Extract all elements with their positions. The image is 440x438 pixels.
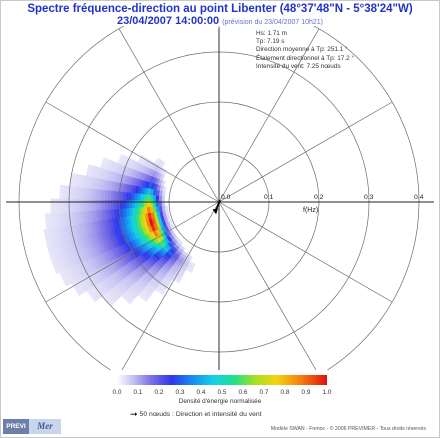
spectrum-cell [54,199,57,213]
spectrum-cell [60,185,64,199]
spectrum-cell [156,195,159,201]
spectrum-cell [63,199,66,213]
spectrum-cell [93,200,96,211]
colorbar-tick-label: 0.8 [275,389,295,396]
radial-tick-label: 0.3 [364,194,374,201]
spectrum-cell [144,201,147,208]
spectrum-cell [126,200,129,208]
spectrum-cell [66,199,69,212]
colorbar-tick-label: 1.0 [317,389,337,396]
colorbar-tick-label: 0.0 [107,389,127,396]
wind-legend-text: 50 nœuds : Direction et intensité du ven… [140,411,262,418]
spectrum-cell [81,199,84,211]
logo-left: PREVI [3,419,29,434]
colorbar-tick-label: 0.4 [191,389,211,396]
spectrum-cell [57,199,60,213]
radial-tick-label: 0.4 [414,194,424,201]
wind-legend: ➞ 50 nœuds : Direction et intensité du ve… [130,409,262,420]
spectrum-cell [135,200,138,207]
colorbar-gradient [117,375,327,385]
credit-line: Modèle SWAN - Fnmoc - © 2006 PREVIMER - … [271,426,426,432]
radial-tick-label: 0.0 [221,194,231,201]
spectrum-cell [123,200,126,208]
spectrum-cell [102,200,105,210]
spectrum-cell [162,196,165,201]
colorbar-tick-label: 0.5 [212,389,232,396]
colorbar-tick-label: 0.6 [233,389,253,396]
wind-arrow-icon: ➞ [130,409,138,419]
spectrum-cell [129,200,132,208]
logo-right: Mer [29,419,61,434]
spectrum-cell [96,200,99,211]
colorbar-tick-label: 0.9 [296,389,316,396]
colorbar-ticks: 0.0 0.1 0.2 0.3 0.4 0.5 0.6 0.7 0.8 0.9 1.0 [107,389,337,398]
spectrum-cell [75,199,78,212]
spectrum-cell [51,199,54,214]
spectrum-cell [159,196,162,201]
colorbar-tick-label: 0.3 [170,389,190,396]
colorbar-label: Densité d'énergie normalisée [0,398,440,405]
spectrum-cell [111,200,114,209]
spectrum-cell [99,200,102,211]
spectrum-cell [141,200,144,207]
spectrum-cell [105,200,108,210]
radial-tick-label: 0.1 [264,194,274,201]
previmer-logo: PREVI Mer [3,419,61,434]
colorbar-tick-label: 0.1 [128,389,148,396]
spectrum-cell [60,199,63,213]
spectrum-cell [138,200,141,207]
spectrum-cell [108,200,111,210]
spectrum-cell [114,200,117,209]
spectrum-cell [78,199,81,211]
spectrum-cell [72,199,75,212]
radial-axis-label: f(Hz) [303,207,318,214]
colorbar-tick-label: 0.2 [149,389,169,396]
radial-tick-label: 0.2 [314,194,324,201]
colorbar-tick-label: 0.7 [254,389,274,396]
spectrum-cell [120,200,123,209]
spectrum-cell [84,199,87,211]
spectrum-cell [90,200,93,211]
spectrum-cell [132,200,135,208]
colorbar [117,375,327,385]
spectrum-cell [87,199,90,211]
